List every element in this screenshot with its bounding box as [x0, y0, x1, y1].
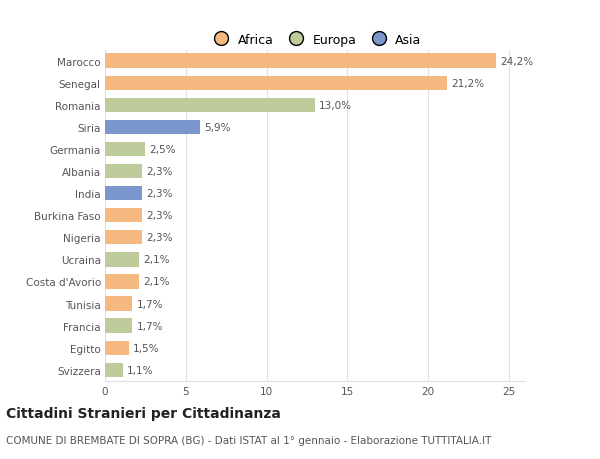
Text: 13,0%: 13,0%	[319, 101, 352, 111]
Text: 1,7%: 1,7%	[137, 321, 163, 331]
Text: 2,1%: 2,1%	[143, 255, 169, 265]
Text: 2,5%: 2,5%	[149, 145, 176, 155]
Text: 24,2%: 24,2%	[500, 56, 533, 67]
Bar	[105, 186, 142, 201]
Text: 2,1%: 2,1%	[143, 277, 169, 287]
Bar	[105, 164, 142, 179]
Text: 2,3%: 2,3%	[146, 167, 173, 177]
Bar	[105, 98, 315, 113]
Bar	[105, 208, 142, 223]
Text: COMUNE DI BREMBATE DI SOPRA (BG) - Dati ISTAT al 1° gennaio - Elaborazione TUTTI: COMUNE DI BREMBATE DI SOPRA (BG) - Dati …	[6, 435, 491, 445]
Text: 2,3%: 2,3%	[146, 211, 173, 221]
Text: 21,2%: 21,2%	[452, 78, 485, 89]
Bar	[105, 363, 123, 377]
Text: 1,5%: 1,5%	[133, 343, 160, 353]
Bar	[105, 341, 129, 355]
Bar	[105, 142, 145, 157]
Bar	[105, 297, 133, 311]
Bar	[105, 319, 133, 333]
Bar	[105, 120, 200, 135]
Bar	[105, 230, 142, 245]
Bar	[105, 54, 496, 69]
Text: 1,1%: 1,1%	[127, 365, 154, 375]
Bar	[105, 252, 139, 267]
Bar	[105, 76, 448, 91]
Text: Cittadini Stranieri per Cittadinanza: Cittadini Stranieri per Cittadinanza	[6, 406, 281, 420]
Text: 2,3%: 2,3%	[146, 189, 173, 199]
Legend: Africa, Europa, Asia: Africa, Europa, Asia	[204, 28, 426, 51]
Text: 1,7%: 1,7%	[137, 299, 163, 309]
Text: 5,9%: 5,9%	[205, 123, 231, 133]
Bar	[105, 274, 139, 289]
Text: 2,3%: 2,3%	[146, 233, 173, 243]
